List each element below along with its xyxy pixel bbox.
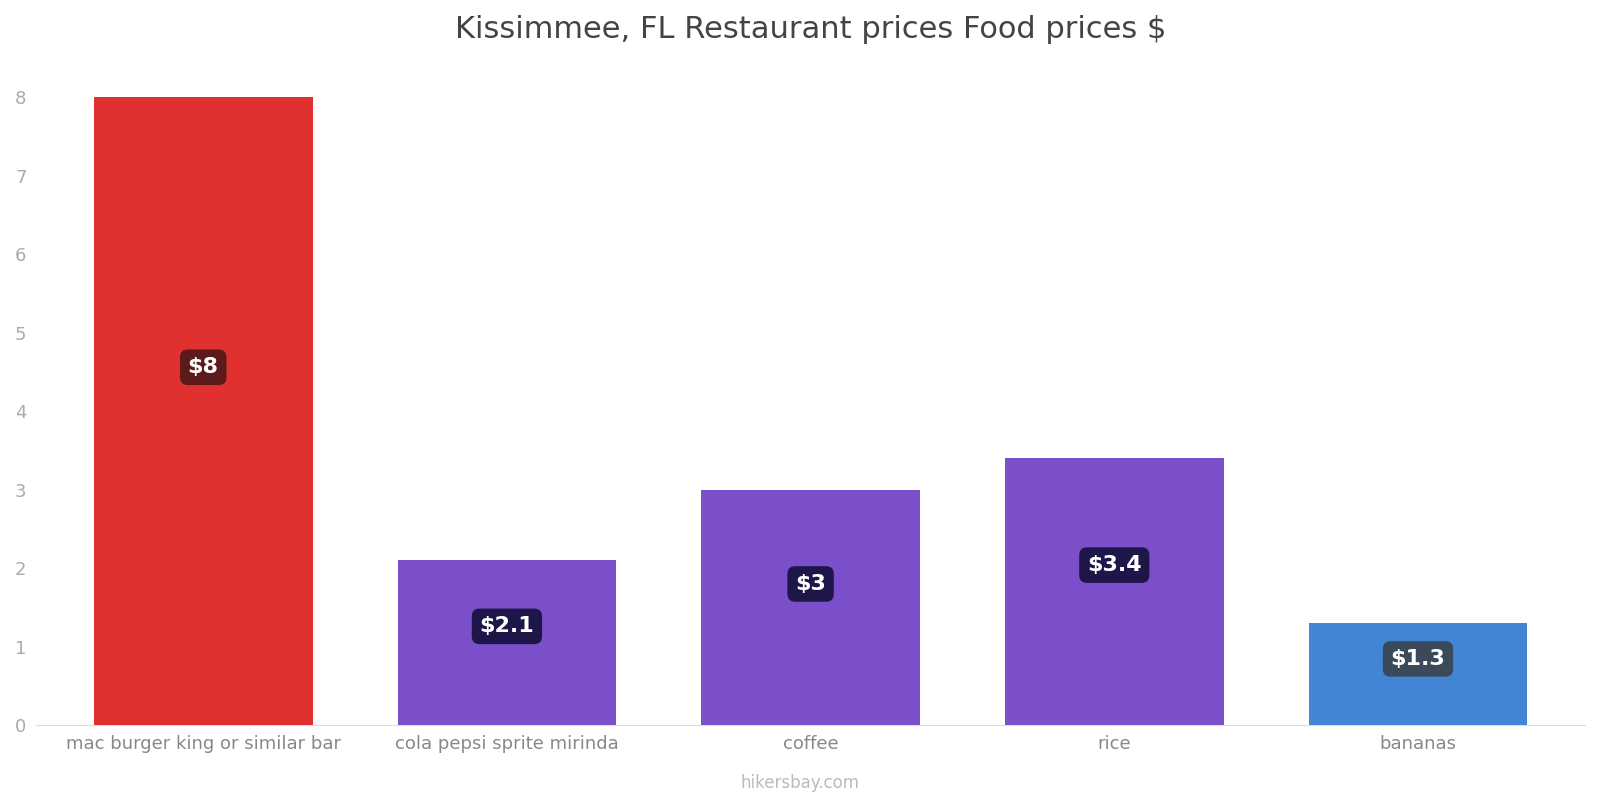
Bar (398, 561, 616, 726)
Bar (94, 97, 312, 726)
Text: $8: $8 (187, 358, 219, 378)
Text: hikersbay.com: hikersbay.com (741, 774, 859, 792)
Text: $2.1: $2.1 (480, 616, 534, 636)
Text: $3: $3 (795, 574, 826, 594)
Text: $1.3: $1.3 (1390, 649, 1445, 669)
Bar (1309, 623, 1528, 726)
Text: $3.4: $3.4 (1086, 555, 1142, 575)
Bar (701, 490, 920, 726)
Bar (1005, 458, 1224, 726)
Title: Kissimmee, FL Restaurant prices Food prices $: Kissimmee, FL Restaurant prices Food pri… (454, 15, 1166, 44)
